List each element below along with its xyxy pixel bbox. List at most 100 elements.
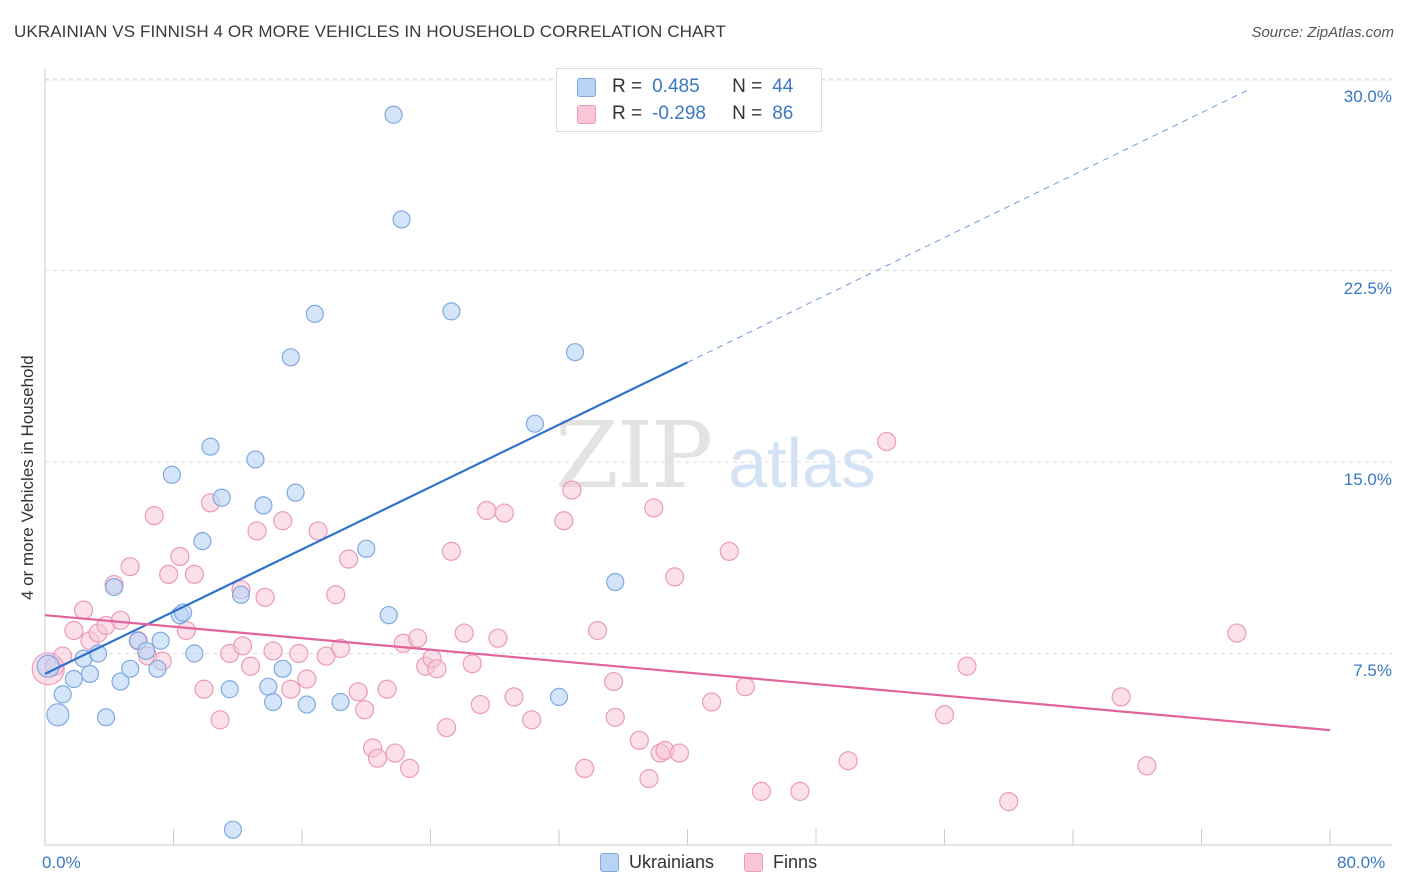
ukrainians-point xyxy=(606,572,625,592)
finns-point xyxy=(877,431,897,452)
ukrainians-point xyxy=(392,210,411,229)
ukrainians-point xyxy=(64,669,84,689)
grid-lines xyxy=(45,78,1392,654)
ukrainians-trend-line xyxy=(44,361,688,675)
ukrainians-point xyxy=(36,654,60,678)
finns-point xyxy=(308,521,328,541)
ukrainians-point xyxy=(286,483,305,502)
finns-point xyxy=(194,679,214,699)
finns-point xyxy=(255,587,275,607)
ukrainians-point xyxy=(442,302,461,321)
n-label: N = xyxy=(732,103,763,124)
finns-point xyxy=(232,636,253,656)
ukrainians-point xyxy=(384,105,403,124)
legend-row-ukrainians: R = 0.485 N = 44 xyxy=(577,75,793,99)
ukrainians-trend-extension xyxy=(687,88,1250,363)
ukrainians-point xyxy=(121,659,140,678)
ukrainians-point xyxy=(259,677,278,696)
finns-point xyxy=(348,682,368,702)
legend-item-finns[interactable]: Finns xyxy=(744,852,817,873)
ukrainians-point xyxy=(104,578,124,597)
finns-point xyxy=(377,679,397,699)
y-tick-label: 15.0% xyxy=(1343,470,1392,489)
finns-swatch xyxy=(744,853,764,872)
finns-point xyxy=(273,511,293,531)
watermark-atlas: atlas xyxy=(728,424,876,502)
axes xyxy=(44,68,1392,846)
finns-point xyxy=(639,769,659,789)
finns-point xyxy=(934,705,955,725)
finns-point xyxy=(790,781,810,801)
ukrainians-points xyxy=(36,105,625,839)
finns-point xyxy=(470,694,490,715)
finns-point xyxy=(701,692,722,712)
finns-point xyxy=(144,506,164,526)
n-label: N = xyxy=(732,76,763,97)
finns-point xyxy=(400,758,420,779)
finns-point xyxy=(477,500,497,521)
finns-point xyxy=(454,623,474,643)
n-value: 86 xyxy=(772,103,794,124)
finns-point xyxy=(644,498,664,518)
ukrainians-point xyxy=(162,465,181,484)
ukrainians-point xyxy=(549,687,569,707)
finns-point xyxy=(522,710,542,730)
ukrainians-point xyxy=(525,414,545,433)
ukrainians-point xyxy=(357,539,376,558)
finns-point xyxy=(281,679,301,699)
chart-title: UKRAINIAN VS FINNISH 4 OR MORE VEHICLES … xyxy=(14,22,726,41)
finns-point xyxy=(554,511,574,531)
ukrainians-point xyxy=(137,641,156,661)
y-tick-label: 30.0% xyxy=(1343,87,1392,106)
finns-point xyxy=(289,643,309,664)
finns-point xyxy=(385,743,405,763)
finns-point xyxy=(436,717,457,738)
ukrainians-point xyxy=(111,672,130,691)
ukrainians-point xyxy=(193,532,212,551)
finns-point xyxy=(441,541,461,561)
finns-point xyxy=(1137,756,1157,776)
ukrainians-point xyxy=(305,304,324,324)
ukrainians-point xyxy=(80,664,100,684)
ukrainians-point xyxy=(231,585,251,604)
finns-trend-line xyxy=(44,614,1331,732)
y-axis-label: 4 or more Vehicles in Household xyxy=(18,355,37,600)
finns-point xyxy=(629,730,649,750)
ukrainians-point xyxy=(185,644,204,663)
ukrainians-swatch xyxy=(600,853,619,872)
ukrainians-point xyxy=(263,692,283,712)
finns-point xyxy=(488,628,508,648)
ukrainians-point xyxy=(565,343,585,362)
finns-point xyxy=(575,758,595,779)
finns-point xyxy=(587,620,608,641)
legend-row-finns: R = -0.298 N = 86 xyxy=(577,102,793,126)
legend-item-ukrainians[interactable]: Ukrainians xyxy=(600,852,714,873)
finns-point xyxy=(751,781,771,801)
finns-point xyxy=(64,620,84,641)
finns-point xyxy=(999,791,1019,812)
legend-label: Ukrainians xyxy=(629,852,715,872)
finns-point xyxy=(367,748,388,768)
finns-point xyxy=(330,638,351,658)
finns-point xyxy=(504,687,524,707)
finns-point xyxy=(665,567,685,587)
finns-point xyxy=(120,557,140,577)
finns-point xyxy=(159,564,179,584)
watermark: ZIP atlas xyxy=(555,402,876,509)
ukrainians-point xyxy=(96,708,116,727)
finns-swatch xyxy=(577,104,596,124)
finns-point xyxy=(241,656,261,676)
ukrainians-point xyxy=(46,703,70,727)
finns-point xyxy=(247,521,267,541)
finns-point xyxy=(170,546,190,567)
ukrainians-point xyxy=(151,631,170,650)
ukrainians-point xyxy=(212,488,231,507)
ukrainians-swatch xyxy=(577,77,596,97)
finns-point xyxy=(210,710,230,730)
finns-point xyxy=(297,669,317,689)
finns-point xyxy=(1111,687,1131,707)
finns-point xyxy=(494,503,514,523)
ukrainians-point xyxy=(220,680,239,699)
ukrainians-point xyxy=(53,685,72,704)
